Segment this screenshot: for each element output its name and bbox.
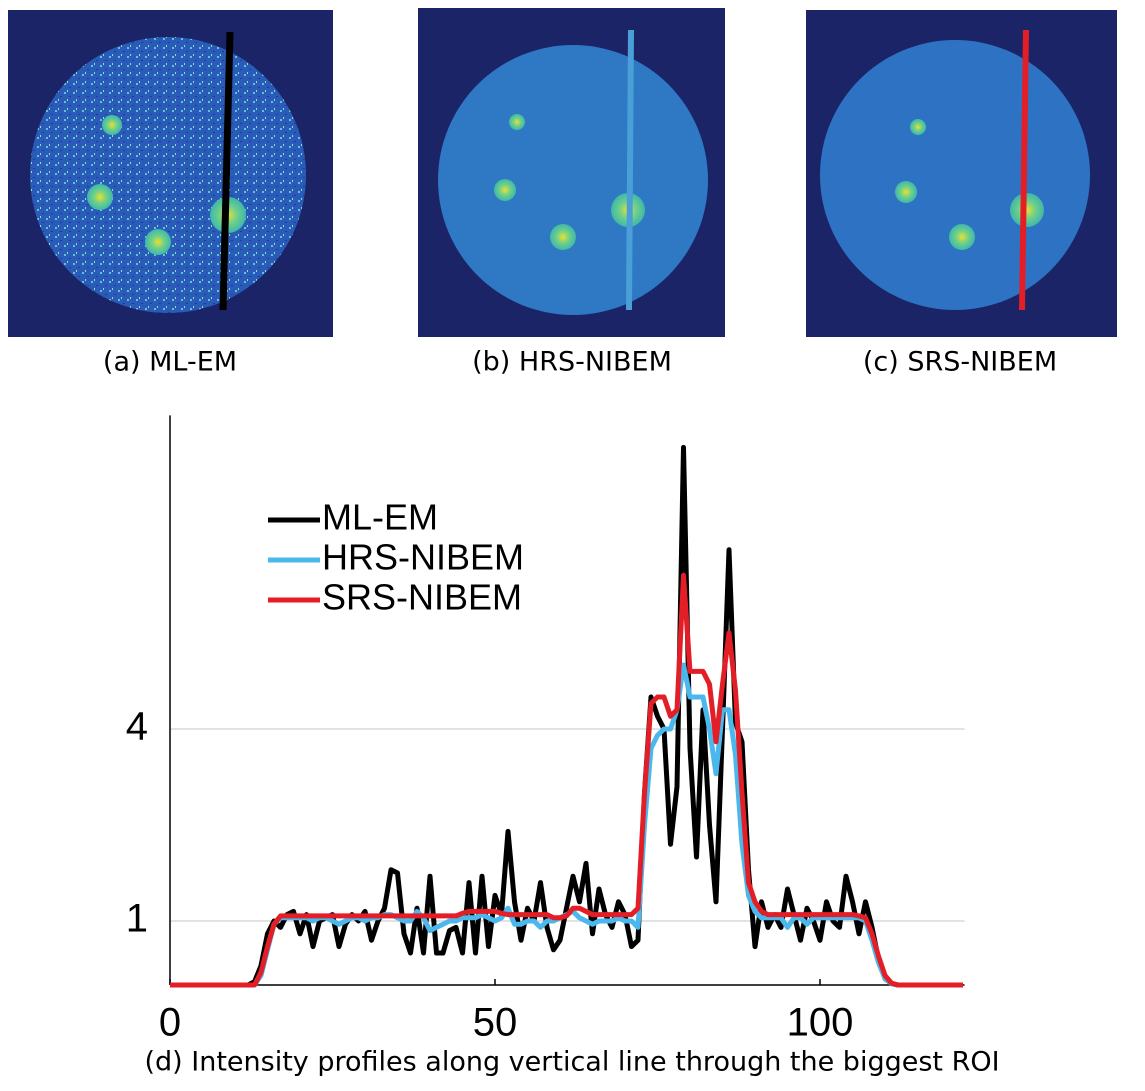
profile-line [219,31,234,311]
panel-c [806,10,1117,337]
roi [494,179,516,201]
roi [102,115,122,135]
panel-b [418,8,725,337]
x-tick-label: 50 [473,1001,518,1045]
x-tick-label: 100 [787,1001,854,1045]
panel-caption: (c) SRS-NIBEM [863,347,1057,378]
x-tick-label: 0 [159,1001,181,1045]
legend-label: HRS-NIBEM [322,537,524,578]
panel-caption: (a) ML-EM [103,347,237,378]
roi [550,224,576,250]
legend-label: SRS-NIBEM [322,577,522,618]
phantom-noise [30,37,306,313]
phantom [820,40,1090,310]
panel-a [8,10,333,337]
profile-line [1019,29,1029,311]
roi [895,181,917,203]
panel-caption: (b) HRS-NIBEM [472,347,672,378]
roi [87,184,113,210]
phantom [438,45,708,315]
y-tick-label: 1 [126,897,148,941]
roi [509,114,525,130]
roi [1010,193,1044,227]
series-line [170,572,963,988]
roi [145,229,171,255]
y-tick-label: 4 [126,705,148,749]
profile-line [626,29,634,311]
series-line [170,444,963,988]
roi [949,224,975,250]
series-line [170,662,963,988]
legend-label: ML-EM [322,497,438,538]
chart-caption: (d) Intensity profiles along vertical li… [144,1047,999,1078]
roi [910,119,926,135]
